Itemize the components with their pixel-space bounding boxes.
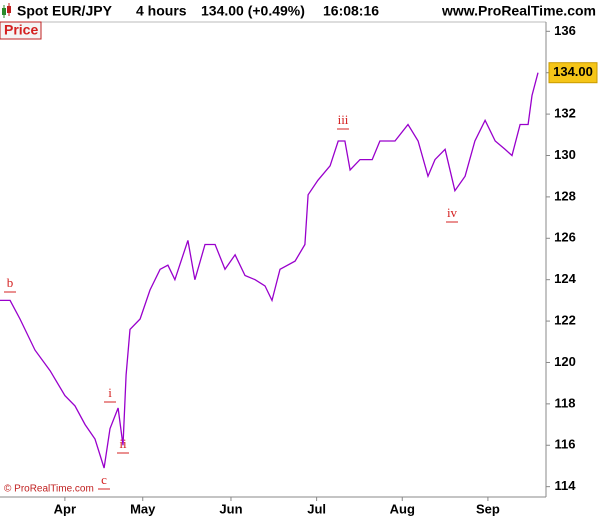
wave-label: ii bbox=[119, 436, 127, 451]
quote: 134.00 (+0.49%) bbox=[201, 3, 305, 19]
price-line bbox=[0, 72, 539, 469]
x-tick-label: Jul bbox=[307, 501, 326, 516]
y-tick-label: 128 bbox=[554, 188, 576, 203]
wave-label: iv bbox=[447, 205, 458, 220]
instrument: Spot EUR/JPY bbox=[17, 3, 113, 19]
header-icon bbox=[2, 3, 11, 18]
x-tick-label: Jun bbox=[219, 501, 242, 516]
legend-box bbox=[0, 21, 42, 40]
site: www.ProRealTime.com bbox=[441, 3, 596, 19]
x-tick-label: May bbox=[130, 501, 156, 516]
y-tick-label: 136 bbox=[554, 23, 576, 38]
last-price-box bbox=[548, 62, 598, 84]
y-tick-label: 114 bbox=[555, 478, 577, 493]
last-price-label: 134.00 bbox=[553, 64, 593, 79]
y-tick-label: 116 bbox=[555, 437, 576, 452]
time: 16:08:16 bbox=[323, 3, 379, 19]
x-tick-label: Aug bbox=[390, 501, 415, 516]
wave-label: b bbox=[7, 275, 14, 290]
y-tick-label: 122 bbox=[554, 313, 576, 328]
y-tick-label: 130 bbox=[554, 147, 576, 162]
y-tick-label: 124 bbox=[554, 271, 576, 286]
wave-label: iii bbox=[338, 112, 349, 127]
y-tick-label: 132 bbox=[554, 106, 576, 121]
y-tick-label: 118 bbox=[555, 395, 576, 410]
wave-label: i bbox=[108, 385, 112, 400]
x-tick-label: Sep bbox=[476, 501, 500, 516]
copyright: © ProRealTime.com bbox=[4, 484, 94, 495]
legend-label: Price bbox=[4, 22, 38, 38]
x-tick-label: Apr bbox=[54, 501, 76, 516]
wave-label: c bbox=[101, 472, 107, 487]
y-tick-label: 120 bbox=[554, 354, 576, 369]
timeframe: 4 hours bbox=[136, 3, 187, 19]
y-tick-label: 126 bbox=[554, 230, 576, 245]
header-bar bbox=[0, 0, 600, 22]
